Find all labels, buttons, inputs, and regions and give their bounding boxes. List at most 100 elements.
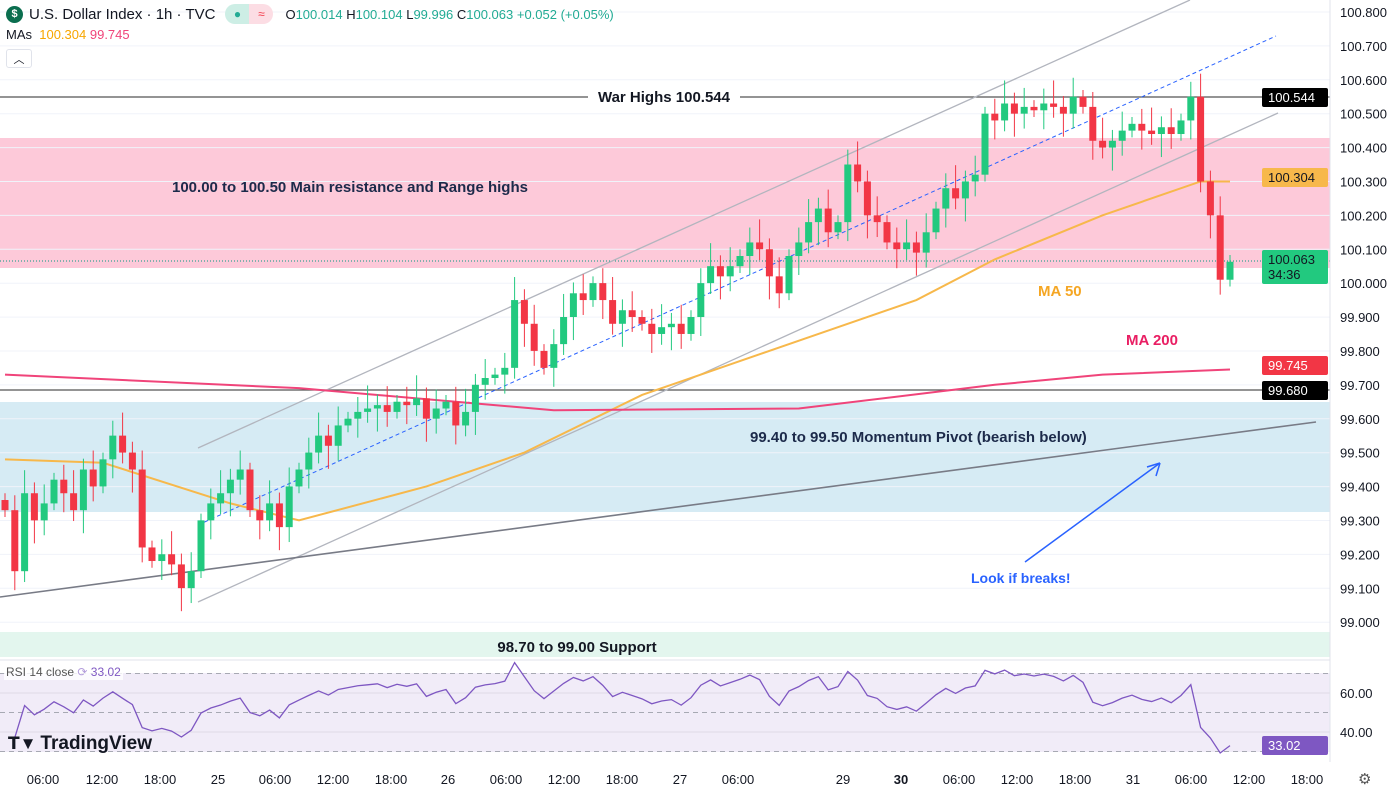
- candle[interactable]: [1197, 96, 1205, 182]
- ma50-label[interactable]: MA 50: [1038, 283, 1082, 300]
- candle[interactable]: [687, 317, 695, 334]
- candle[interactable]: [814, 208, 822, 223]
- candle[interactable]: [775, 276, 783, 294]
- symbol-title[interactable]: U.S. Dollar Index · 1h · TVC: [29, 5, 216, 23]
- candle[interactable]: [119, 435, 127, 453]
- candle[interactable]: [1138, 123, 1146, 131]
- candle[interactable]: [295, 469, 303, 487]
- candle[interactable]: [1148, 130, 1156, 135]
- candle[interactable]: [716, 266, 724, 277]
- candle[interactable]: [79, 469, 87, 511]
- candle[interactable]: [1226, 261, 1234, 280]
- candle[interactable]: [1216, 215, 1224, 280]
- data-delay-icon[interactable]: ≈: [249, 4, 274, 24]
- candle[interactable]: [599, 283, 607, 301]
- settings-icon[interactable]: ⚙: [1358, 771, 1372, 788]
- candle[interactable]: [1020, 106, 1028, 114]
- candle[interactable]: [883, 222, 891, 243]
- breaks-arrow[interactable]: [1024, 462, 1161, 563]
- candle[interactable]: [677, 323, 685, 334]
- candle[interactable]: [413, 398, 421, 406]
- candle[interactable]: [756, 242, 764, 250]
- status-pill[interactable]: ● ≈: [225, 4, 274, 24]
- candle[interactable]: [746, 242, 754, 257]
- candle[interactable]: [226, 479, 234, 494]
- candle[interactable]: [922, 232, 930, 253]
- candle[interactable]: [961, 181, 969, 199]
- candle[interactable]: [403, 401, 411, 406]
- channel-mid-line[interactable]: [197, 35, 1277, 526]
- candle[interactable]: [795, 242, 803, 257]
- candle[interactable]: [324, 435, 332, 446]
- candle[interactable]: [854, 164, 862, 182]
- candle[interactable]: [765, 249, 773, 277]
- candle[interactable]: [942, 188, 950, 209]
- candle[interactable]: [354, 411, 362, 419]
- candle[interactable]: [932, 208, 940, 233]
- candle[interactable]: [177, 564, 185, 589]
- candle[interactable]: [824, 208, 832, 233]
- candle[interactable]: [550, 344, 558, 368]
- candle[interactable]: [256, 510, 264, 521]
- candle[interactable]: [1167, 127, 1175, 135]
- candle[interactable]: [893, 242, 901, 250]
- candle[interactable]: [285, 486, 293, 528]
- candle[interactable]: [275, 503, 283, 528]
- war-highs-label[interactable]: War Highs 100.544: [598, 89, 731, 106]
- candle[interactable]: [266, 503, 274, 521]
- candle[interactable]: [1, 500, 9, 511]
- candle[interactable]: [1187, 96, 1195, 121]
- candle[interactable]: [501, 367, 509, 375]
- candle[interactable]: [109, 435, 117, 460]
- candle[interactable]: [60, 479, 68, 494]
- rsi-line[interactable]: [14, 661, 1231, 754]
- candle[interactable]: [30, 493, 38, 521]
- candle[interactable]: [805, 222, 813, 243]
- market-open-dot-icon[interactable]: ●: [225, 4, 250, 24]
- candle[interactable]: [952, 188, 960, 199]
- ma50-line[interactable]: [4, 180, 1230, 522]
- rsi-legend[interactable]: RSI 14 close ⟳ 33.02: [4, 664, 123, 680]
- candle[interactable]: [1177, 120, 1185, 135]
- candle[interactable]: [1128, 123, 1136, 131]
- candle[interactable]: [217, 493, 225, 504]
- candle[interactable]: [530, 323, 538, 351]
- candle[interactable]: [520, 300, 528, 324]
- candle[interactable]: [70, 493, 78, 511]
- candle[interactable]: [667, 323, 675, 328]
- candle[interactable]: [785, 256, 793, 294]
- candle[interactable]: [834, 222, 842, 233]
- candle[interactable]: [697, 283, 705, 318]
- candle[interactable]: [1099, 140, 1107, 148]
- candle[interactable]: [11, 510, 19, 572]
- candle[interactable]: [628, 310, 636, 318]
- collapse-legend-button[interactable]: ︿: [6, 49, 32, 68]
- candle[interactable]: [168, 554, 176, 565]
- candle[interactable]: [481, 378, 489, 385]
- candle[interactable]: [618, 310, 626, 324]
- candle[interactable]: [873, 215, 881, 223]
- candle[interactable]: [971, 174, 979, 182]
- candle[interactable]: [1069, 96, 1077, 114]
- candle[interactable]: [1040, 103, 1048, 111]
- candle[interactable]: [246, 469, 254, 511]
- candle[interactable]: [638, 317, 646, 324]
- resistance-label[interactable]: 100.00 to 100.50 Main resistance and Ran…: [172, 179, 528, 196]
- candle[interactable]: [393, 401, 401, 412]
- candle[interactable]: [334, 425, 342, 446]
- candle[interactable]: [560, 317, 568, 345]
- candle[interactable]: [452, 401, 460, 426]
- breaks-label[interactable]: Look if breaks!: [971, 570, 1071, 586]
- candle[interactable]: [364, 408, 372, 412]
- candle[interactable]: [1157, 127, 1165, 135]
- candle[interactable]: [187, 571, 195, 589]
- candle[interactable]: [540, 350, 548, 368]
- candle[interactable]: [99, 459, 107, 487]
- candle[interactable]: [236, 469, 244, 480]
- candle[interactable]: [912, 242, 920, 253]
- ma200-label[interactable]: MA 200: [1126, 332, 1178, 349]
- candle[interactable]: [609, 300, 617, 324]
- candle[interactable]: [148, 547, 156, 562]
- candle[interactable]: [1079, 96, 1087, 107]
